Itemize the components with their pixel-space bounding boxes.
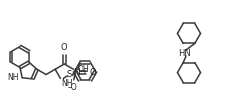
Text: –O: –O xyxy=(68,83,77,92)
Text: O: O xyxy=(61,43,67,52)
Text: NH: NH xyxy=(61,79,73,88)
Text: NH: NH xyxy=(8,73,19,82)
Text: N: N xyxy=(73,68,80,77)
Text: OH: OH xyxy=(77,65,89,74)
Text: +: + xyxy=(80,69,86,75)
Text: S: S xyxy=(67,70,72,79)
Text: O: O xyxy=(89,68,95,77)
Text: HN: HN xyxy=(178,49,191,58)
